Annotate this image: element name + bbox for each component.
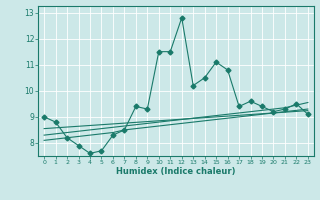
X-axis label: Humidex (Indice chaleur): Humidex (Indice chaleur)	[116, 167, 236, 176]
